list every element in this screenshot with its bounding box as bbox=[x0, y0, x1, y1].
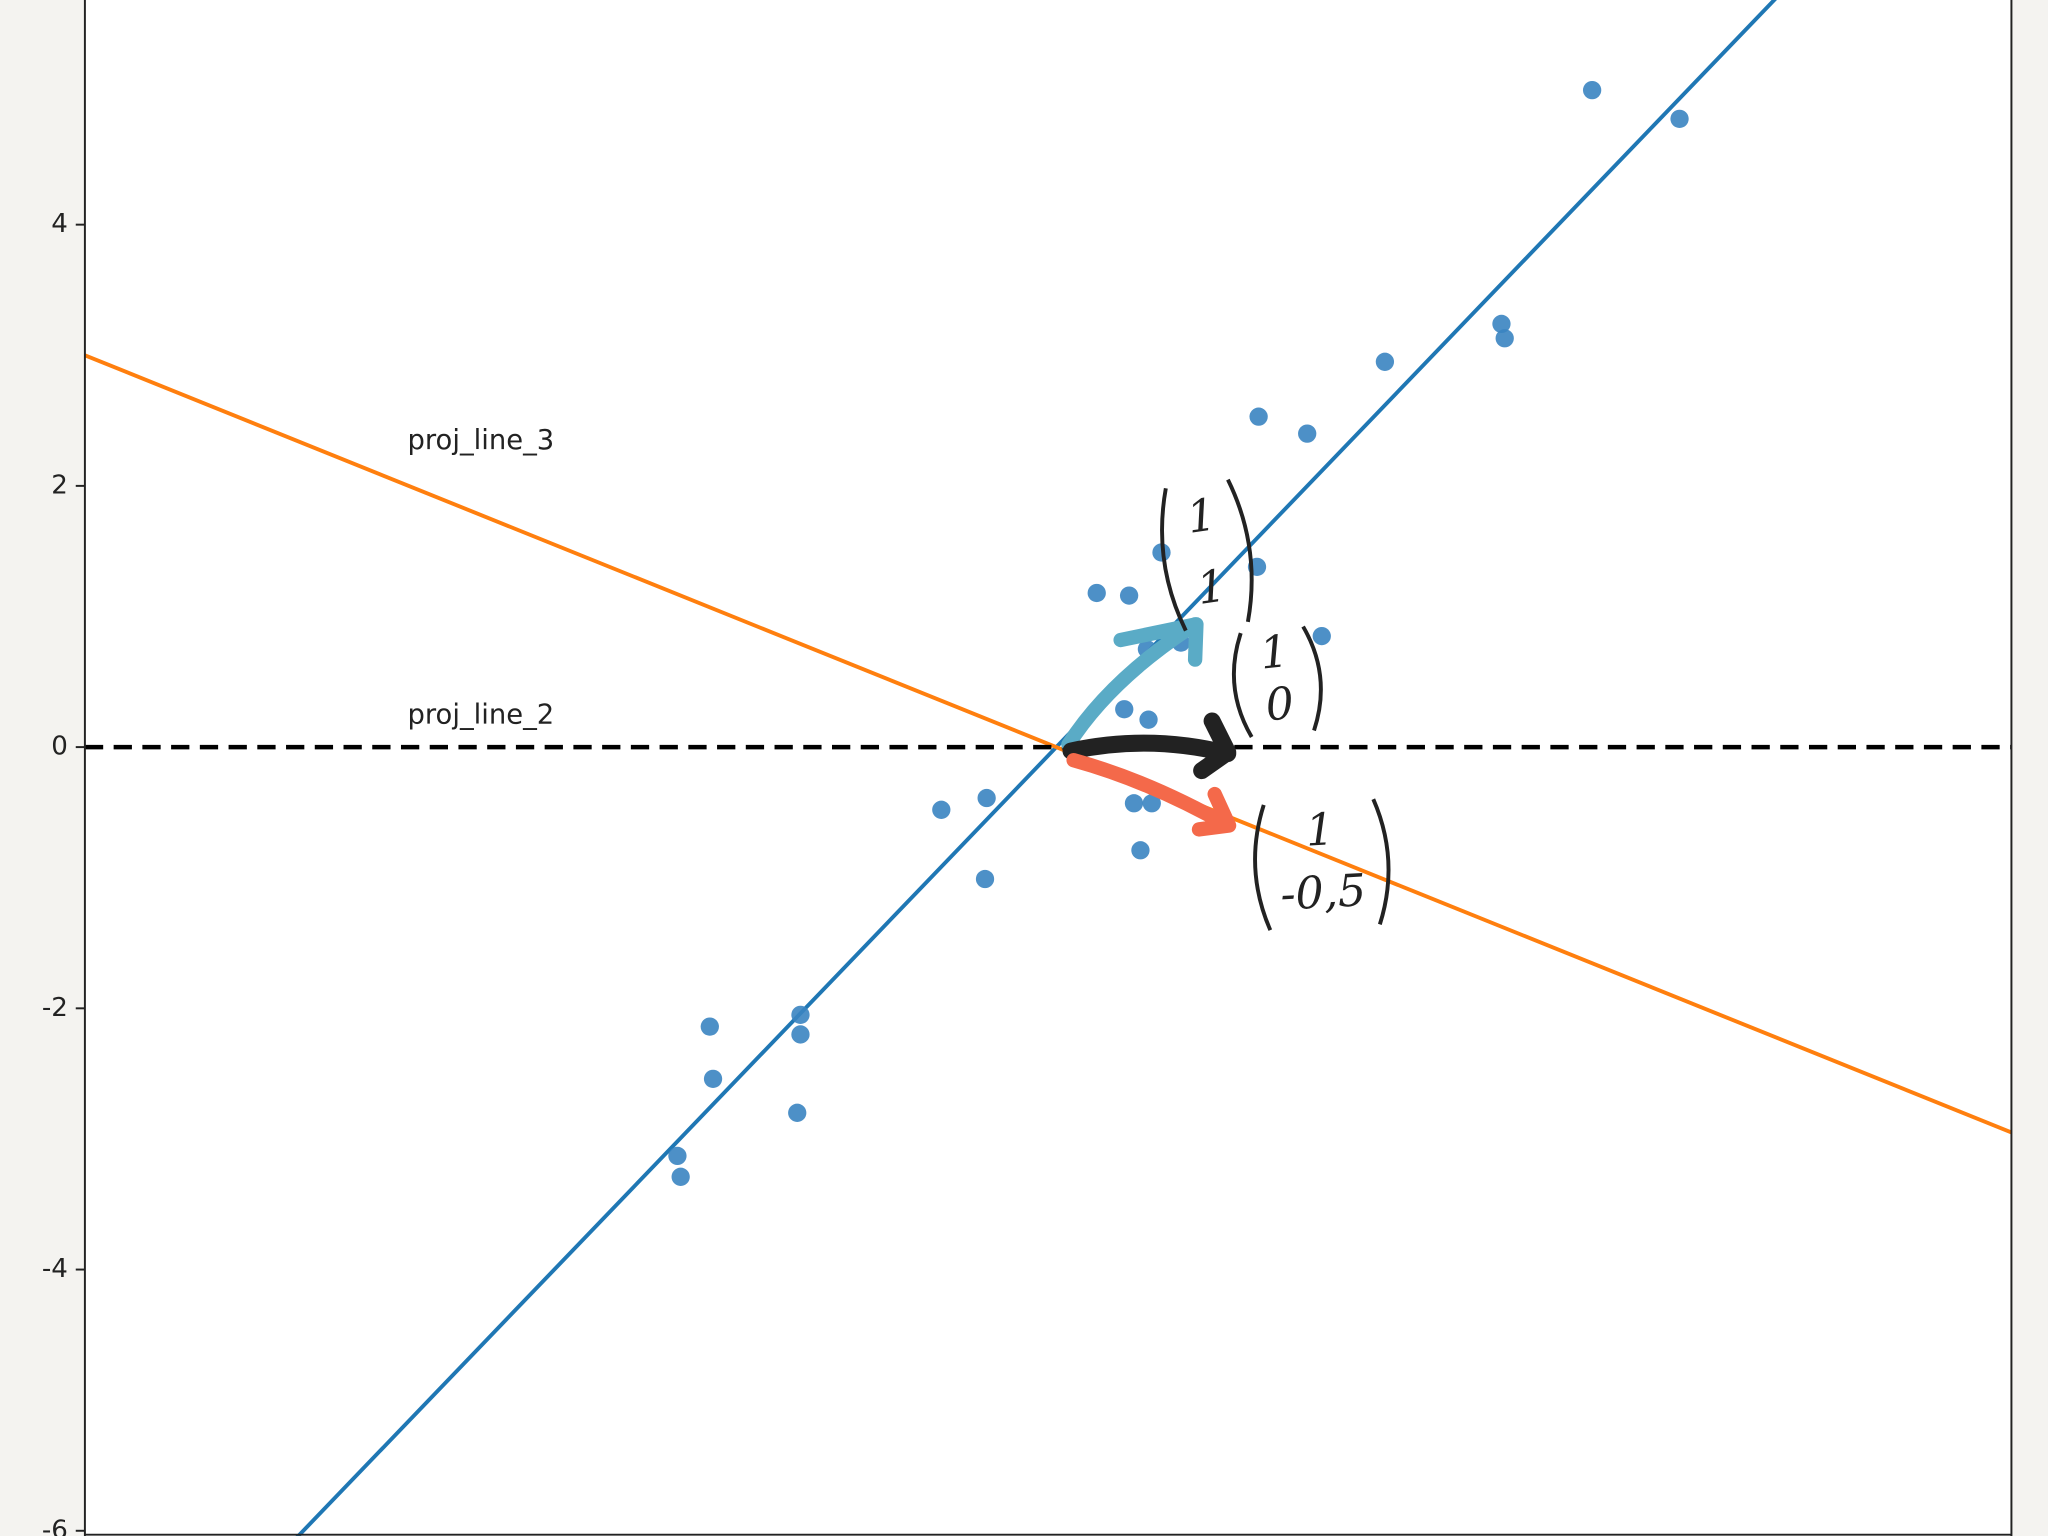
point bbox=[1249, 407, 1268, 426]
point bbox=[1375, 352, 1395, 371]
point bbox=[1670, 109, 1689, 128]
annotation: proj_line_2 bbox=[408, 699, 555, 730]
line bbox=[84, 353, 2012, 1135]
point bbox=[703, 1069, 723, 1088]
point bbox=[791, 1005, 810, 1024]
point-layer bbox=[668, 80, 1689, 1186]
point bbox=[977, 788, 996, 808]
point bbox=[788, 1103, 807, 1122]
point bbox=[1312, 626, 1331, 646]
hand-arrows bbox=[1061, 617, 1237, 837]
point bbox=[700, 1017, 719, 1036]
y-tick-label: 0 bbox=[51, 732, 68, 762]
vector-top: 1 bbox=[1184, 489, 1219, 543]
vector-label: 1 -0,5 bbox=[1253, 798, 1391, 931]
y-tick-label: 2 bbox=[51, 470, 68, 500]
annotation: proj_line_3 bbox=[408, 425, 555, 456]
vector-label: 10 bbox=[1231, 625, 1323, 739]
y-tick-label: -2 bbox=[42, 993, 68, 1023]
point bbox=[932, 800, 951, 819]
arrow-3 bbox=[1066, 752, 1237, 837]
vector-label: 11 bbox=[1160, 478, 1254, 632]
bracket bbox=[1253, 798, 1391, 931]
arrow-1 bbox=[1061, 617, 1204, 752]
y-tick-label: -4 bbox=[42, 1254, 68, 1284]
line bbox=[295, 0, 1777, 1536]
point bbox=[975, 869, 995, 889]
point bbox=[791, 1025, 810, 1044]
y-tick-label: -6 bbox=[42, 1515, 68, 1536]
point bbox=[1495, 329, 1514, 348]
point bbox=[668, 1146, 687, 1166]
point bbox=[1298, 424, 1317, 443]
vector-bottom: 0 bbox=[1263, 678, 1296, 732]
line-layer bbox=[84, 0, 2012, 1536]
vector-top: 1 bbox=[1305, 804, 1336, 856]
point bbox=[1124, 794, 1144, 813]
vector-top: 1 bbox=[1258, 626, 1291, 680]
point bbox=[1115, 700, 1134, 719]
y-tick-label: 4 bbox=[51, 209, 68, 239]
plot-area bbox=[84, 0, 2012, 1536]
point bbox=[1119, 586, 1139, 605]
bracket bbox=[1231, 625, 1323, 739]
arrow-2 bbox=[1062, 712, 1237, 780]
vector-bottom: -0,5 bbox=[1279, 865, 1367, 920]
vector-bottom: 1 bbox=[1194, 560, 1229, 614]
point bbox=[671, 1167, 690, 1186]
point bbox=[1087, 583, 1106, 603]
point bbox=[1142, 794, 1161, 813]
point bbox=[1131, 841, 1150, 860]
point bbox=[1582, 80, 1602, 100]
point bbox=[1492, 314, 1511, 334]
point bbox=[1139, 710, 1158, 729]
axes: 4 2 0 -2 -4 -6 bbox=[42, 0, 2013, 1536]
bracket bbox=[1160, 478, 1254, 632]
